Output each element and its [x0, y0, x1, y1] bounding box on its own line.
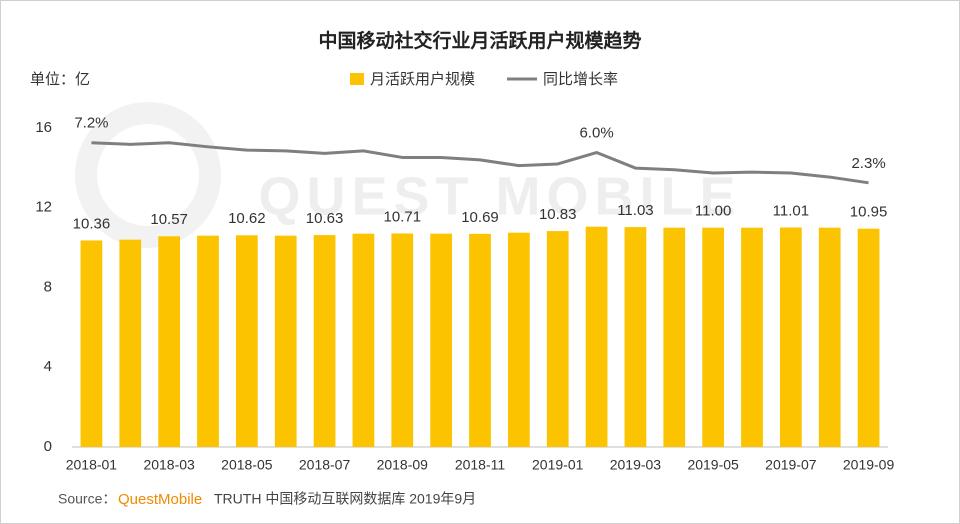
line-label: 7.2% [74, 115, 108, 132]
bar [507, 232, 530, 447]
watermark: QUEST MOBILE [258, 166, 741, 226]
bar-label: 10.69 [461, 209, 499, 226]
bar-label: 10.71 [384, 208, 422, 225]
bar [469, 233, 491, 447]
bar [857, 228, 880, 447]
bar-label: 10.95 [850, 204, 888, 221]
bar [158, 236, 181, 447]
y-tick-label: 8 [44, 278, 52, 295]
x-tick-label: 2019-09 [843, 457, 895, 473]
bar [313, 235, 336, 447]
source-brand: QuestMobile [118, 491, 202, 508]
bar [80, 240, 103, 447]
legend-label: 月活跃用户规模 [370, 71, 475, 88]
bar [391, 233, 414, 447]
line-label: 6.0% [579, 125, 613, 142]
y-tick-label: 4 [44, 358, 52, 375]
x-tick-label: 2019-07 [765, 457, 817, 473]
bar [274, 235, 297, 447]
bar [235, 235, 258, 447]
y-tick-label: 0 [44, 438, 52, 455]
bar [779, 227, 802, 447]
bar-label: 10.63 [306, 210, 344, 227]
line-label: 2.3% [851, 155, 885, 172]
bar-label: 10.83 [539, 206, 577, 223]
legend-label: 同比增长率 [543, 71, 618, 88]
y-tick-label: 12 [35, 199, 52, 216]
x-tick-label: 2019-03 [610, 457, 662, 473]
bar [430, 233, 453, 447]
x-tick-label: 2018-07 [299, 457, 351, 473]
x-tick-label: 2019-05 [687, 457, 739, 473]
bar [702, 227, 725, 447]
watermark-logo [75, 102, 221, 248]
chart-title: 中国移动社交行业月活跃用户规模趋势 [318, 29, 641, 52]
bar [741, 227, 763, 447]
x-tick-label: 2018-05 [221, 457, 273, 473]
x-tick-label: 2018-11 [455, 457, 506, 473]
unit-label: 单位：亿 [30, 71, 90, 88]
bar-label: 11.03 [617, 202, 653, 219]
x-tick-label: 2019-01 [532, 457, 584, 473]
x-tick-label: 2018-01 [66, 457, 118, 473]
x-tick-label: 2018-03 [143, 457, 195, 473]
bar-label: 11.00 [695, 203, 731, 220]
bar-label: 10.57 [150, 211, 188, 228]
bar-label: 11.01 [773, 202, 809, 219]
bar [546, 231, 569, 447]
bar-label: 10.62 [228, 210, 266, 227]
bar [197, 235, 219, 447]
source-text: TRUTH 中国移动互联网数据库 2019年9月 [214, 491, 476, 507]
source-label: Source： [58, 491, 116, 507]
line [91, 141, 869, 185]
bar [663, 227, 686, 447]
bar-label: 10.36 [73, 215, 111, 232]
bar [119, 239, 142, 447]
legend-swatch [350, 73, 364, 85]
bar [818, 227, 841, 447]
x-tick-label: 2018-09 [377, 457, 429, 473]
bar [352, 233, 375, 447]
y-tick-label: 16 [35, 119, 52, 136]
bar [585, 226, 608, 447]
bar [624, 227, 647, 447]
